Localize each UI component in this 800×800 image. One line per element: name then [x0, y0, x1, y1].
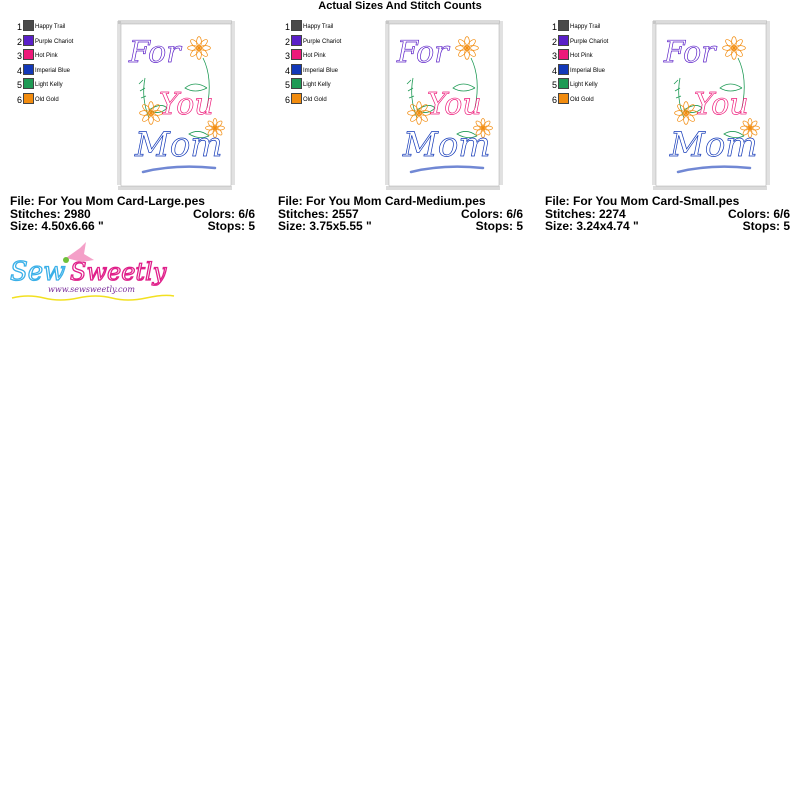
- legend-number: 2: [284, 36, 290, 47]
- color-swatch: [291, 34, 302, 46]
- color-swatch: [291, 78, 302, 90]
- design-text-for: For: [128, 35, 182, 70]
- color-count: Colors: 6/6: [192, 206, 255, 221]
- color-swatch: [291, 49, 302, 61]
- svg-text:Sew: Sew: [10, 257, 65, 287]
- design-text-mom: Mom: [134, 125, 223, 165]
- design-text-you: You: [427, 87, 482, 122]
- design-info: File: For You Mom Card-Small.pes Stitche…: [545, 195, 790, 233]
- color-swatch: [291, 63, 302, 75]
- legend-number: 3: [284, 51, 290, 62]
- legend-number: 4: [16, 65, 22, 76]
- color-swatch: [23, 20, 34, 31]
- legend-number: 5: [16, 80, 22, 91]
- color-swatch: [23, 63, 34, 75]
- design-text-for: For: [663, 35, 717, 70]
- color-swatch: [558, 49, 569, 61]
- file-name: File: For You Mom Card-Small.pes: [545, 194, 740, 208]
- legend-label: Old Gold: [35, 96, 59, 103]
- legend-number: 4: [284, 65, 290, 76]
- design-text-mom: Mom: [669, 125, 758, 165]
- color-swatch: [558, 20, 569, 31]
- design-panel: 1 Happy Trail 2 Purple Chariot 3 Hot Pin…: [545, 14, 800, 239]
- legend-number: 6: [551, 94, 557, 105]
- design-preview: For You Mom: [650, 18, 772, 192]
- legend-number: 4: [551, 65, 557, 76]
- color-swatch: [291, 20, 302, 31]
- legend-label: Hot Pink: [35, 53, 58, 60]
- legend-label: Imperial Blue: [570, 67, 606, 74]
- legend-label: Light Kelly: [303, 82, 331, 89]
- legend-number: 1: [551, 22, 557, 32]
- legend-label: Purple Chariot: [35, 38, 74, 45]
- logo-url: www.sewsweetly.com: [48, 285, 135, 294]
- legend-label: Imperial Blue: [303, 67, 339, 74]
- legend-number: 1: [16, 22, 22, 32]
- stitch-count: Stitches: 2557: [278, 206, 359, 221]
- legend-number: 5: [551, 80, 557, 91]
- legend-number: 5: [284, 80, 290, 91]
- color-swatch: [558, 78, 569, 90]
- color-swatch: [23, 49, 34, 61]
- color-swatch: [291, 92, 302, 104]
- legend-label: Hot Pink: [570, 53, 593, 60]
- legend-number: 2: [551, 36, 557, 47]
- color-swatch: [558, 92, 569, 104]
- legend-number: 2: [16, 36, 22, 47]
- legend-label: Old Gold: [570, 96, 594, 103]
- design-text-mom: Mom: [402, 125, 491, 165]
- legend-label: Hot Pink: [303, 53, 326, 60]
- legend-number: 1: [284, 22, 290, 32]
- design-info: File: For You Mom Card-Large.pes Stitche…: [10, 195, 255, 233]
- design-size: Size: 3.24x4.74 ": [545, 219, 639, 233]
- legend-label: Purple Chariot: [570, 38, 609, 45]
- file-name: File: For You Mom Card-Large.pes: [10, 194, 205, 208]
- color-swatch: [23, 34, 34, 46]
- design-text-you: You: [159, 87, 214, 122]
- legend-number: 6: [284, 94, 290, 105]
- legend-number: 3: [16, 51, 22, 62]
- stop-count: Stops: 5: [475, 219, 523, 233]
- legend-label: Happy Trail: [303, 24, 334, 30]
- color-count: Colors: 6/6: [460, 206, 523, 221]
- design-panel: 1 Happy Trail 2 Purple Chariot 3 Hot Pin…: [10, 14, 270, 239]
- svg-text:Sweetly: Sweetly: [70, 258, 167, 286]
- legend-label: Imperial Blue: [35, 67, 71, 74]
- color-swatch: [558, 34, 569, 46]
- design-preview: For You Mom: [115, 18, 237, 192]
- design-panel: 1 Happy Trail 2 Purple Chariot 3 Hot Pin…: [278, 14, 538, 239]
- stop-count: Stops: 5: [207, 219, 255, 233]
- stop-count: Stops: 5: [742, 219, 790, 233]
- file-name: File: For You Mom Card-Medium.pes: [278, 194, 486, 208]
- legend-number: 3: [551, 51, 557, 62]
- legend-label: Light Kelly: [570, 82, 598, 89]
- page-title: Actual Sizes And Stitch Counts: [318, 0, 482, 12]
- legend-number: 6: [16, 94, 22, 105]
- design-text-for: For: [396, 35, 450, 70]
- design-preview: For You Mom: [383, 18, 505, 192]
- design-info: File: For You Mom Card-Medium.pes Stitch…: [278, 195, 523, 233]
- sew-sweetly-logo: Sew Sweetly www.sewsweetly.com: [9, 242, 175, 301]
- color-swatch: [23, 92, 34, 104]
- design-size: Size: 3.75x5.55 ": [278, 219, 372, 233]
- design-size: Size: 4.50x6.66 ": [10, 219, 104, 233]
- stitch-count: Stitches: 2274: [545, 206, 626, 221]
- color-swatch: [558, 63, 569, 75]
- design-text-you: You: [694, 87, 749, 122]
- stitch-count: Stitches: 2980: [10, 206, 91, 221]
- legend-label: Purple Chariot: [303, 38, 342, 45]
- legend-label: Happy Trail: [570, 24, 601, 30]
- legend-label: Light Kelly: [35, 82, 63, 89]
- legend-label: Old Gold: [303, 96, 327, 103]
- legend-label: Happy Trail: [35, 24, 66, 30]
- color-swatch: [23, 78, 34, 90]
- color-count: Colors: 6/6: [727, 206, 790, 221]
